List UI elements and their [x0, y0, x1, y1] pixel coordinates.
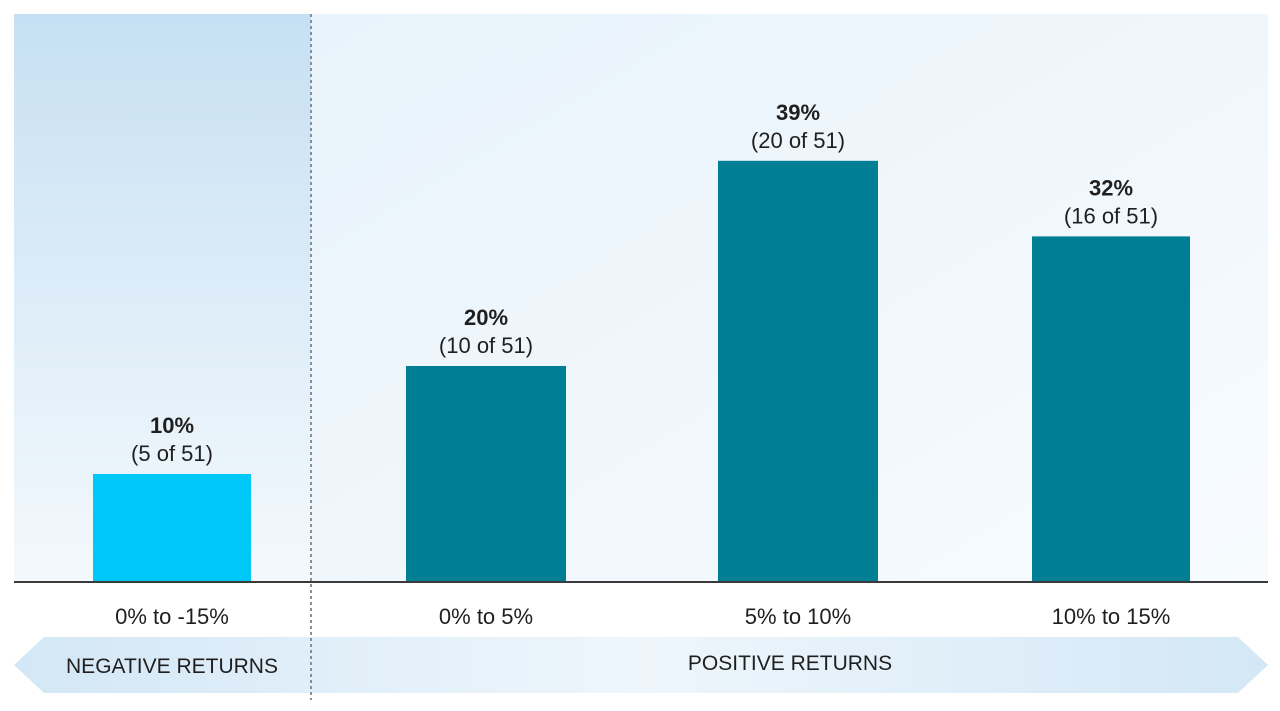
bar-1-percent-label: 10%	[150, 413, 194, 438]
category-label-3: 5% to 10%	[745, 604, 851, 629]
bar-2-percent-label: 20%	[464, 305, 508, 330]
negative-returns-label: NEGATIVE RETURNS	[66, 655, 278, 678]
bar-1-count-label: (5 of 51)	[131, 441, 213, 466]
bar-4-percent-label: 32%	[1089, 175, 1133, 200]
bar-3-count-label: (20 of 51)	[751, 128, 845, 153]
bar-3	[718, 160, 878, 583]
bar-2	[406, 366, 566, 582]
category-label-1: 0% to -15%	[115, 604, 229, 629]
category-label-4: 10% to 15%	[1052, 604, 1171, 629]
category-label-2: 0% to 5%	[439, 604, 533, 629]
bar-1	[93, 474, 251, 582]
bar-2-count-label: (10 of 51)	[439, 333, 533, 358]
bar-4	[1032, 236, 1190, 582]
positive-returns-label: POSITIVE RETURNS	[688, 652, 892, 675]
bar-3-percent-label: 39%	[776, 100, 820, 125]
bars-layer: 10% (5 of 51) 20% (10 of 51) 39% (20 of 51) 32…	[93, 100, 1190, 583]
bar-4-count-label: (16 of 51)	[1064, 203, 1158, 228]
category-labels: 0% to -15% 0% to 5% 5% to 10% 10% to 15%	[115, 604, 1170, 629]
returns-arrow-band	[14, 637, 1268, 693]
